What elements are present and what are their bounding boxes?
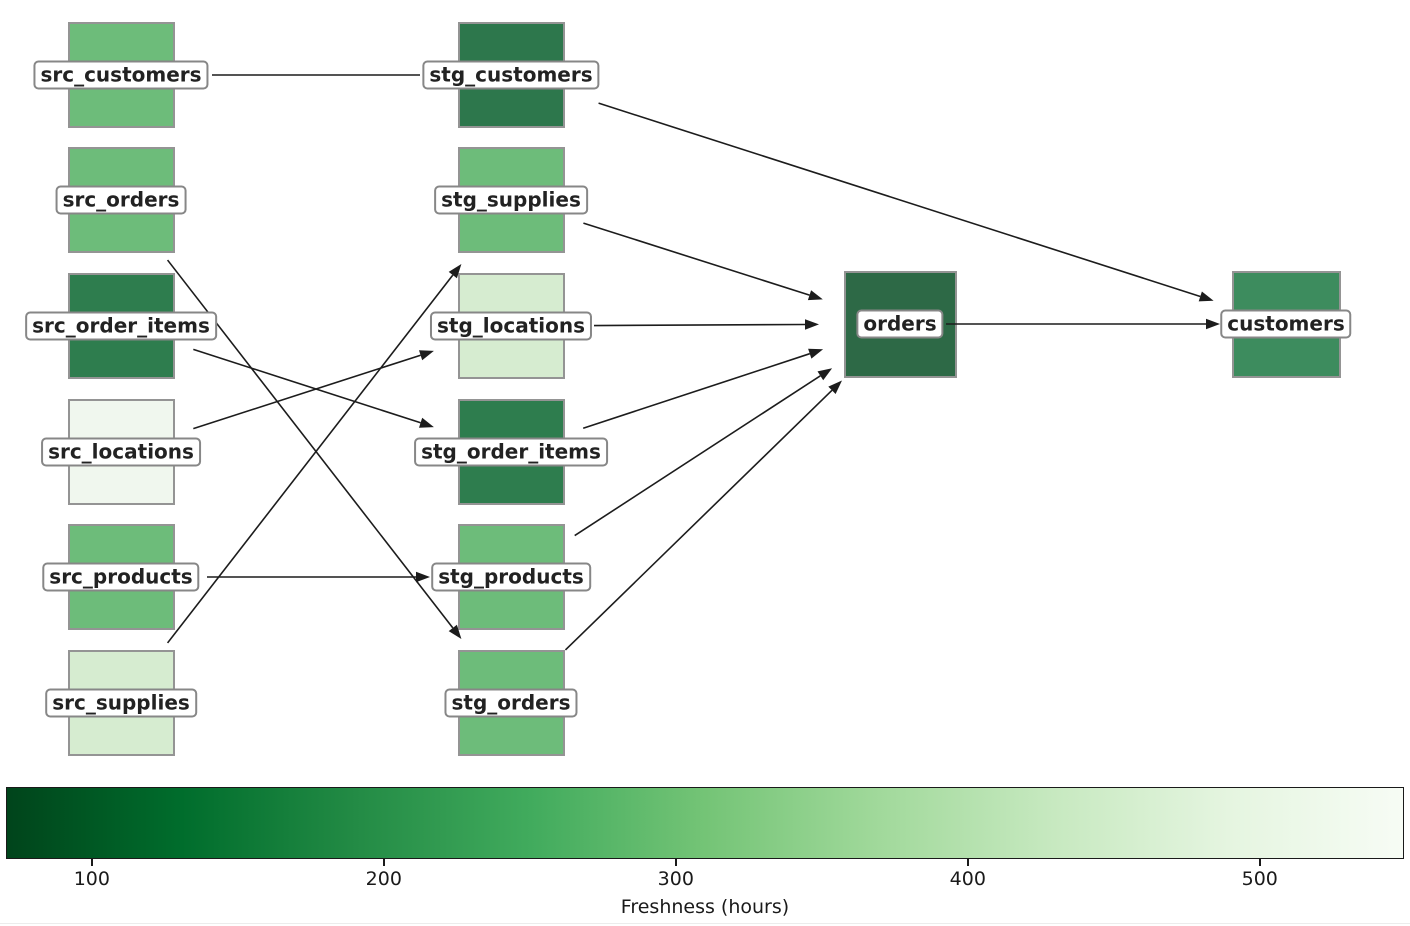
edge-stg-orders-to-orders-arrowhead-icon	[828, 380, 842, 394]
edge-stg-orders-to-orders	[564, 389, 833, 651]
colorbar-axis-label: Freshness (hours)	[620, 896, 790, 918]
node-label-stg-orders: stg_orders	[444, 688, 578, 718]
colorbar-tick	[382, 858, 385, 866]
node-label-src-supplies: src_supplies	[45, 688, 197, 718]
edge-stg-supplies-to-orders	[583, 222, 810, 296]
edge-stg-order-items-to-orders	[582, 352, 811, 430]
node-label-src-customers: src_customers	[33, 60, 209, 90]
node-label-customers: customers	[1220, 309, 1352, 339]
node-label-stg-supplies: stg_supplies	[434, 185, 588, 215]
node-label-stg-locations: stg_locations	[429, 311, 593, 341]
edge-src-products-to-stg-products-arrowhead-icon	[416, 571, 430, 583]
edge-stg-products-to-orders-arrowhead-icon	[817, 368, 833, 381]
edge-stg-locations-to-orders	[593, 323, 806, 327]
edge-src-supplies-to-stg-supplies-arrowhead-icon	[448, 264, 462, 279]
edge-stg-products-to-orders	[574, 375, 821, 537]
edge-src-order-items-to-stg-order-items-arrowhead-icon	[419, 417, 434, 428]
edge-src-orders-to-stg-orders-arrowhead-icon	[448, 624, 462, 639]
colorbar-tick	[966, 858, 969, 866]
node-label-orders: orders	[856, 309, 944, 339]
edge-orders-to-customers-arrowhead-icon	[1206, 318, 1220, 330]
node-label-src-orders: src_orders	[55, 185, 187, 215]
colorbar-tick	[674, 858, 677, 866]
figure-bottom-border	[0, 923, 1410, 924]
colorbar-tick-label: 400	[949, 868, 986, 890]
edge-stg-customers-to-customers	[598, 102, 1201, 298]
node-label-src-locations: src_locations	[41, 437, 201, 467]
node-label-src-order-items: src_order_items	[25, 311, 217, 341]
colorbar-gradient	[6, 787, 1404, 859]
edge-src-locations-to-stg-locations	[193, 354, 421, 430]
edge-src-supplies-to-stg-supplies	[166, 274, 454, 644]
colorbar-tick	[90, 858, 93, 866]
edge-stg-supplies-to-orders-arrowhead-icon	[807, 290, 823, 301]
edge-stg-locations-to-orders-arrowhead-icon	[805, 319, 819, 330]
colorbar-tick-label: 300	[657, 868, 694, 890]
colorbar-tick-label: 500	[1241, 868, 1278, 890]
node-label-stg-products: stg_products	[431, 562, 591, 592]
colorbar-tick-label: 200	[365, 868, 402, 890]
edge-stg-customers-to-customers-arrowhead-icon	[1198, 291, 1214, 302]
node-label-stg-order-items: stg_order_items	[414, 437, 608, 467]
node-label-src-products: src_products	[42, 562, 200, 592]
node-label-stg-customers: stg_customers	[422, 60, 600, 90]
colorbar-tick-label: 100	[73, 868, 110, 890]
edge-src-locations-to-stg-locations-arrowhead-icon	[419, 350, 434, 361]
colorbar-tick	[1258, 858, 1261, 866]
edge-src-order-items-to-stg-order-items	[193, 348, 421, 424]
edge-stg-order-items-to-orders-arrowhead-icon	[808, 348, 824, 359]
